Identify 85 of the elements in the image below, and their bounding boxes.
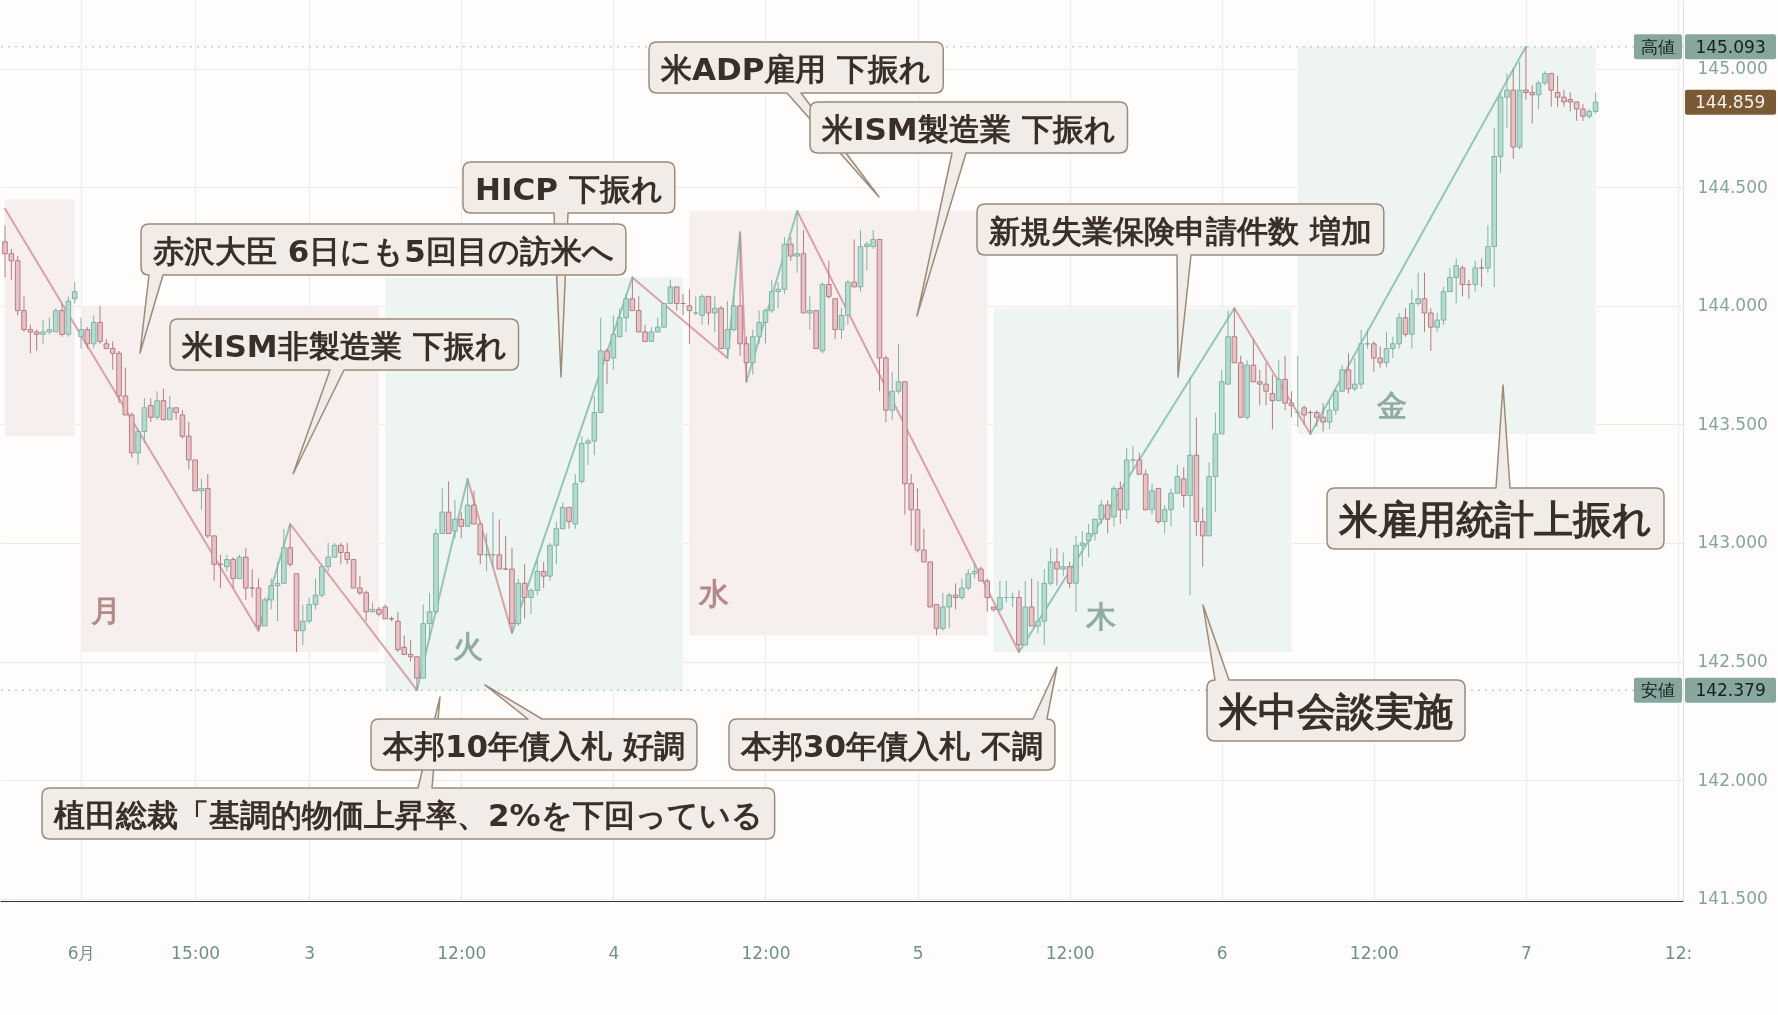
candlestick bbox=[604, 348, 610, 385]
candlestick bbox=[826, 260, 832, 300]
x-tick-label: 12:00 bbox=[1349, 942, 1399, 963]
candlestick bbox=[1478, 257, 1485, 288]
candlestick bbox=[807, 295, 813, 331]
candlestick bbox=[78, 317, 84, 350]
candlestick bbox=[1149, 483, 1155, 516]
candlestick bbox=[711, 295, 718, 333]
y-tick-label: 141.500 bbox=[1697, 888, 1768, 909]
candlestick bbox=[705, 295, 712, 326]
candlestick bbox=[166, 395, 173, 421]
candlestick bbox=[1028, 578, 1035, 627]
candlestick bbox=[90, 314, 97, 350]
annotation: 米雇用統計上振れ bbox=[1338, 497, 1652, 542]
candlestick bbox=[287, 523, 293, 568]
x-tick-label: 4 bbox=[608, 942, 620, 963]
candlestick bbox=[84, 326, 91, 350]
y-tick-label: 143.000 bbox=[1697, 532, 1768, 553]
candlestick bbox=[458, 511, 465, 539]
candlestick bbox=[1060, 551, 1067, 577]
candlestick bbox=[59, 302, 65, 338]
ref-line-label: 安値 142.379 bbox=[1641, 680, 1766, 701]
annotation: 米中会談実施 bbox=[1218, 689, 1453, 734]
candlestick bbox=[97, 305, 103, 345]
candlestick bbox=[1345, 352, 1352, 395]
x-tick-label: 5 bbox=[912, 942, 924, 963]
annotation: 赤沢大臣 6日にも5回目の訪米へ bbox=[152, 232, 614, 269]
annotation: 新規失業保険申請件数 増加 bbox=[988, 212, 1372, 249]
candlestick bbox=[788, 236, 794, 262]
annotation: 植田総裁「基調的物価上昇率、2%を下回っている bbox=[53, 796, 763, 833]
candlestick bbox=[686, 288, 693, 345]
x-tick-label: 12:00 bbox=[437, 942, 487, 963]
candlestick bbox=[154, 390, 160, 421]
candlestick bbox=[230, 556, 236, 589]
candlestick bbox=[1548, 73, 1555, 108]
candlestick bbox=[445, 480, 452, 534]
candlestick bbox=[1066, 561, 1073, 589]
candlestick bbox=[1117, 480, 1124, 525]
annotation: 本邦10年債入札 好調 bbox=[382, 727, 685, 764]
ref-line-label: 高値 145.093 bbox=[1641, 36, 1766, 57]
candlestick bbox=[173, 407, 179, 421]
x-tick-label: 6 bbox=[1216, 942, 1228, 963]
y-tick-label: 144.500 bbox=[1697, 176, 1768, 197]
candlestick bbox=[464, 478, 471, 527]
candlestick bbox=[540, 561, 547, 589]
candlestick bbox=[521, 563, 528, 620]
annotation: 米ISM製造業 下振れ bbox=[821, 110, 1116, 147]
data-label: 金 bbox=[1375, 387, 1407, 423]
candlestick bbox=[71, 281, 78, 304]
candlestick bbox=[147, 397, 154, 423]
candlestick bbox=[1275, 359, 1282, 402]
data-label: 水 bbox=[698, 576, 731, 612]
annotation: 本邦30年債入札 不調 bbox=[740, 727, 1043, 764]
candlestick bbox=[1459, 265, 1466, 297]
candlestick bbox=[851, 238, 857, 288]
x-tick-label: 3 bbox=[304, 942, 316, 963]
y-tick-label: 142.500 bbox=[1697, 651, 1768, 672]
y-tick-label: 142.000 bbox=[1697, 769, 1768, 790]
x-tick-label: 7 bbox=[1520, 942, 1532, 963]
data-label: 月 bbox=[89, 593, 121, 629]
candlestick bbox=[794, 210, 800, 274]
text: 144.859 bbox=[1695, 92, 1766, 113]
x-tick-label: 12: bbox=[1664, 942, 1693, 963]
annotation: HICP 下振れ bbox=[475, 170, 663, 207]
candlestick bbox=[1402, 307, 1409, 338]
y-tick-label: 144.000 bbox=[1697, 295, 1768, 316]
annotation: 米ISM非製造業 下振れ bbox=[181, 327, 507, 364]
y-tick-label: 143.500 bbox=[1697, 413, 1768, 434]
data-label: 木 bbox=[1084, 599, 1117, 635]
data-label: 火 bbox=[452, 629, 483, 665]
candlestick bbox=[1180, 466, 1187, 508]
x-tick-label: 6月 bbox=[67, 942, 96, 963]
x-tick-label: 12:00 bbox=[741, 942, 791, 963]
annotation: 米ADP雇用 下振れ bbox=[660, 50, 932, 87]
candlestick bbox=[566, 506, 572, 530]
candlestick bbox=[1269, 374, 1276, 430]
y-tick-label: 145.000 bbox=[1697, 58, 1768, 79]
x-tick-label: 15:00 bbox=[171, 942, 221, 963]
candlestick bbox=[1472, 260, 1479, 293]
x-tick-label: 12:00 bbox=[1045, 942, 1095, 963]
candlestick bbox=[952, 582, 959, 610]
candlestick bbox=[1104, 499, 1111, 534]
candlestick bbox=[1054, 547, 1060, 587]
candlestick bbox=[452, 499, 458, 539]
candlestick bbox=[160, 388, 167, 421]
